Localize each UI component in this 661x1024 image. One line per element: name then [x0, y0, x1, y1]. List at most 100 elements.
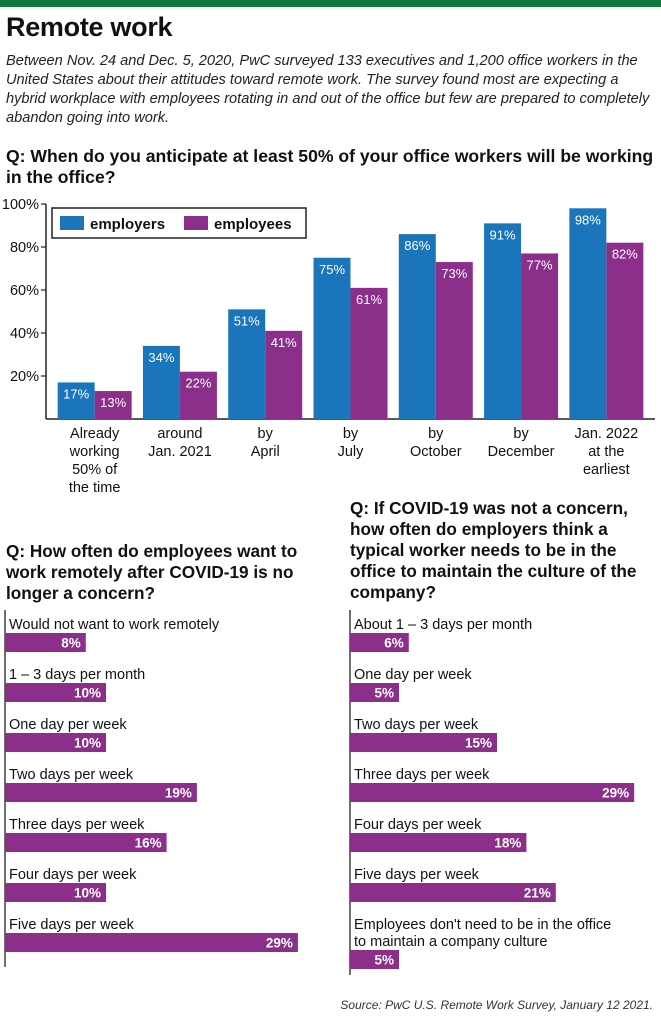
bar-value-label: 51% — [234, 313, 260, 328]
right-chart: About 1 – 3 days per month 6% One day per … — [349, 610, 635, 975]
category-label: Would not want to work remotely — [9, 617, 220, 633]
x-tick-label: Already — [70, 426, 120, 442]
category-label: Two days per week — [354, 717, 479, 733]
bar-employers — [398, 234, 436, 419]
legend-swatch-employers — [60, 216, 84, 230]
x-tick-label: by — [513, 426, 529, 442]
bar-employers — [569, 208, 607, 419]
bar-employers — [228, 309, 266, 419]
bar-employers — [142, 345, 180, 419]
bar-employees — [606, 242, 644, 419]
x-tick-label: October — [410, 444, 462, 460]
bar-value-label: 34% — [148, 350, 174, 365]
x-tick-label: by — [343, 426, 359, 442]
bar-value-label: 29% — [266, 936, 293, 951]
category-label: Three days per week — [354, 767, 490, 783]
bar-value-label: 13% — [100, 395, 126, 410]
bar-value-label: 10% — [74, 886, 101, 901]
x-tick-label: by — [258, 426, 274, 442]
bar-value-label: 8% — [61, 636, 81, 651]
legend-box — [51, 207, 307, 239]
bar — [350, 733, 497, 752]
left-chart: Would not want to work remotely 8% 1 – 3 d… — [4, 610, 298, 967]
bar-employees — [521, 253, 559, 419]
bar-employers — [313, 257, 351, 419]
bar — [350, 833, 527, 852]
bar-value-label: 41% — [271, 335, 297, 350]
bar-value-label: 29% — [602, 786, 629, 801]
bar-value-label: 98% — [575, 212, 601, 227]
main-chart-question: Q: When do you anticipate at least 50% o… — [6, 146, 654, 187]
bar-value-label: 73% — [441, 266, 467, 281]
category-label: Four days per week — [354, 817, 482, 833]
bar — [5, 683, 106, 702]
y-tick-label: 40% — [10, 326, 39, 342]
bar-value-label: 86% — [404, 238, 430, 253]
x-tick-label: by — [428, 426, 444, 442]
x-tick-label: Jan. 2022 — [575, 426, 639, 442]
category-label: About 1 – 3 days per month — [354, 617, 532, 633]
x-tick-label: working — [69, 444, 120, 460]
bar-value-label: 16% — [135, 836, 162, 851]
main-chart: 20% 40% 60% 80% 100% 17% 13% Already working 50% … — [2, 197, 655, 494]
category-label: 1 – 3 days per month — [9, 667, 145, 683]
category-label: Five days per week — [354, 867, 480, 883]
bar-value-label: 6% — [384, 636, 404, 651]
category-label: to maintain a company culture — [354, 934, 547, 950]
bar — [5, 883, 106, 902]
category-label: One day per week — [9, 717, 127, 733]
bar-value-label: 18% — [494, 836, 521, 851]
bar-value-label: 15% — [465, 736, 492, 751]
bar-value-label: 21% — [524, 886, 551, 901]
bar-value-label: 77% — [527, 257, 553, 272]
bar — [350, 633, 409, 652]
x-tick-label: December — [488, 444, 555, 460]
bar-value-label: 17% — [63, 386, 89, 401]
legend-label-employers: employers — [90, 216, 165, 233]
x-tick-label: 50% of — [72, 462, 118, 478]
bar-employers — [484, 223, 522, 419]
bar — [350, 683, 399, 702]
page-title: Remote work — [6, 12, 173, 42]
bar-value-label: 82% — [612, 247, 638, 262]
bar-value-label: 10% — [74, 686, 101, 701]
category-label: Five days per week — [9, 917, 135, 933]
bar — [5, 733, 106, 752]
bar-value-label: 5% — [374, 686, 394, 701]
legend-swatch-employees — [184, 216, 208, 230]
x-tick-label: the time — [69, 480, 121, 494]
top-accent-bar — [0, 0, 661, 7]
left-chart-question: Q: How often do employees want to work r… — [6, 541, 298, 603]
x-tick-label: around — [157, 426, 202, 442]
category-label: Three days per week — [9, 817, 145, 833]
bar — [5, 933, 298, 952]
bar-value-label: 5% — [374, 953, 394, 968]
bar-employees — [435, 262, 473, 419]
bar-employees — [265, 330, 303, 419]
bar — [350, 883, 556, 902]
right-chart-question: Q: If COVID-19 was not a concern, how of… — [350, 498, 637, 602]
y-tick-label: 20% — [10, 369, 39, 385]
bar — [5, 783, 197, 802]
bar-value-label: 75% — [319, 262, 345, 277]
x-tick-label: at the — [588, 444, 624, 460]
bar-value-label: 91% — [490, 227, 516, 242]
x-tick-label: April — [251, 444, 280, 460]
y-tick-label: 80% — [10, 240, 39, 256]
x-tick-label: Jan. 2021 — [148, 444, 212, 460]
bar-value-label: 19% — [165, 786, 192, 801]
category-label: One day per week — [354, 667, 472, 683]
bar-employees — [179, 371, 217, 419]
bar-value-label: 10% — [74, 736, 101, 751]
intro-text: Between Nov. 24 and Dec. 5, 2020, PwC su… — [6, 53, 650, 126]
category-label: Two days per week — [9, 767, 134, 783]
category-label: Employees don't need to be in the office — [354, 917, 611, 933]
bar-employees — [94, 391, 132, 419]
source-note: Source: PwC U.S. Remote Work Survey, Jan… — [340, 998, 653, 1012]
bar-value-label: 22% — [185, 376, 211, 391]
bar-employees — [350, 287, 388, 419]
x-tick-label: July — [338, 444, 365, 460]
y-tick-label: 100% — [2, 197, 39, 213]
y-tick-label: 60% — [10, 283, 39, 299]
bar-value-label: 61% — [356, 292, 382, 307]
